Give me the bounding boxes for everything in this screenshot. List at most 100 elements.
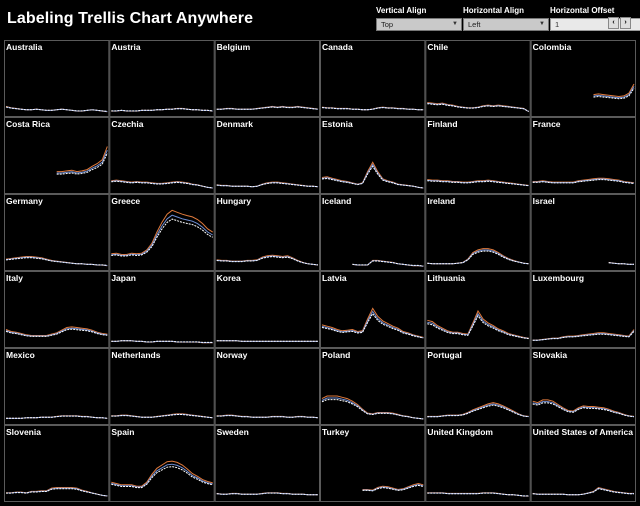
series-line-2: [111, 463, 213, 488]
series-line-1: [532, 488, 634, 496]
panel-label: Colombia: [533, 42, 572, 52]
panel-poland: Poland: [320, 348, 426, 425]
series-line-3: [321, 307, 424, 338]
panel-latvia: Latvia: [320, 271, 426, 348]
panel-colombia: Colombia: [530, 40, 636, 117]
panel-label: Slovenia: [6, 427, 41, 437]
panel-label: Japan: [111, 273, 136, 283]
panel-label: Netherlands: [111, 350, 160, 360]
panel-border: [4, 194, 110, 271]
series-line-1: [111, 108, 213, 112]
vertical-align-label: Vertical Align: [376, 6, 427, 15]
decrement-button[interactable]: ‹: [608, 17, 619, 29]
panel-label: Chile: [427, 42, 448, 52]
panel-germany: Germany: [4, 194, 110, 271]
panel-label: Finland: [427, 119, 457, 129]
panel-label: Australia: [6, 42, 43, 52]
series-line-3: [111, 460, 213, 487]
series-line-3: [427, 179, 529, 186]
panel-japan: Japan: [109, 271, 215, 348]
series-line-2: [5, 327, 108, 337]
panel-slovenia: Slovenia: [4, 425, 110, 502]
series-line-2: [427, 403, 529, 418]
series-line-2: [56, 150, 108, 174]
series-line-1: [111, 414, 213, 419]
trellis-chart: Australia Austria Belgium Canada Chile Colomb…: [4, 40, 636, 502]
panel-border: [320, 40, 426, 117]
series-line-1: [427, 404, 529, 418]
panel-border: [4, 117, 110, 194]
panel-border: [530, 117, 636, 194]
panel-hungary: Hungary: [214, 194, 321, 271]
panel-border: [214, 194, 321, 271]
series-line-1: [111, 180, 213, 189]
panel-label: Germany: [6, 196, 43, 206]
panel-label: Belgium: [217, 42, 251, 52]
series-line-1: [56, 152, 108, 175]
panel-austria: Austria: [109, 40, 215, 117]
series-line-3: [5, 326, 108, 336]
panel-label: Spain: [111, 427, 134, 437]
series-line-3: [593, 83, 635, 98]
panel-label: Denmark: [217, 119, 254, 129]
panel-label: Greece: [111, 196, 140, 206]
panel-slovakia: Slovakia: [530, 348, 636, 425]
panel-border: [109, 40, 215, 117]
horizontal-align-control: Horizontal Align Left ▼: [463, 6, 549, 31]
panel-border: [425, 117, 531, 194]
panel-label: Poland: [322, 350, 350, 360]
panel-label: Czechia: [111, 119, 143, 129]
panel-france: France: [530, 117, 636, 194]
panel-luxembourg: Luxembourg: [530, 271, 636, 348]
panel-label: Iceland: [322, 196, 351, 206]
panel-border: [214, 425, 321, 502]
panel-border: [4, 425, 110, 502]
panel-united-kingdom: United Kingdom: [425, 425, 531, 502]
panel-border: [320, 348, 426, 425]
panel-label: Norway: [217, 350, 248, 360]
panel-border: [530, 348, 636, 425]
vertical-align-value: Top: [381, 20, 394, 29]
horizontal-align-dropdown[interactable]: Left ▼: [463, 18, 549, 31]
horizontal-align-label: Horizontal Align: [463, 6, 525, 15]
panel-label: Luxembourg: [533, 273, 584, 283]
panel-lithuania: Lithuania: [425, 271, 531, 348]
series-line-1: [321, 312, 424, 339]
series-line-3: [427, 309, 529, 339]
panel-chile: Chile: [425, 40, 531, 117]
panel-border: [425, 194, 531, 271]
panel-netherlands: Netherlands: [109, 348, 215, 425]
series-line-2: [427, 312, 529, 339]
panel-label: Lithuania: [427, 273, 465, 283]
panel-border: [320, 425, 426, 502]
panel-border: [320, 194, 426, 271]
panel-border: [425, 271, 531, 348]
panel-border: [425, 348, 531, 425]
chevron-down-icon: ▼: [452, 21, 458, 27]
series-line-1: [608, 262, 634, 265]
series-line-1: [352, 260, 424, 267]
vertical-align-dropdown[interactable]: Top ▼: [376, 18, 462, 31]
panel-label: Mexico: [6, 350, 35, 360]
series-line-2: [321, 397, 424, 420]
panel-label: United Kingdom: [427, 427, 493, 437]
panel-ireland: Ireland: [425, 194, 531, 271]
series-line-1: [216, 415, 319, 419]
panel-label: Hungary: [217, 196, 252, 206]
increment-button[interactable]: ›: [620, 17, 631, 29]
series-line-2: [111, 214, 213, 256]
panel-border: [425, 40, 531, 117]
panel-greece: Greece: [109, 194, 215, 271]
series-line-1: [111, 466, 213, 489]
series-line-1: [6, 415, 108, 419]
panel-denmark: Denmark: [214, 117, 321, 194]
panel-border: [214, 40, 321, 117]
panel-border: [109, 271, 215, 348]
series-line-1: [321, 107, 424, 111]
panel-border: [530, 40, 636, 117]
series-line-1: [111, 340, 213, 343]
panel-norway: Norway: [214, 348, 321, 425]
series-line-1: [216, 256, 319, 266]
series-line-1: [532, 331, 635, 341]
panel-border: [214, 348, 321, 425]
